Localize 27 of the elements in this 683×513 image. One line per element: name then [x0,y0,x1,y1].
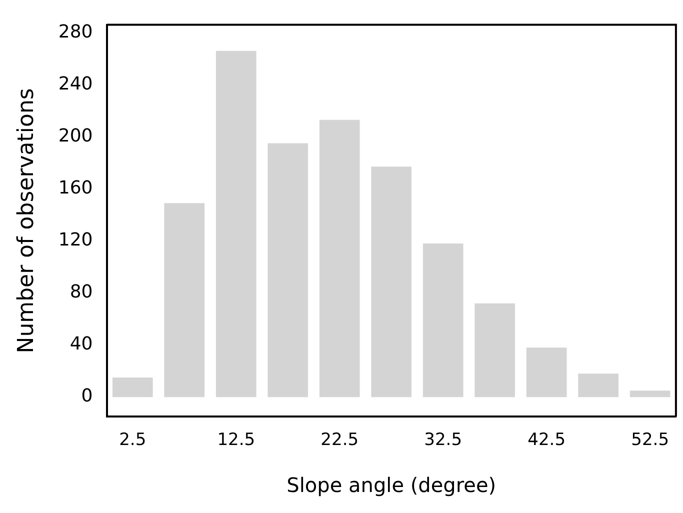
bar [216,50,256,398]
x-axis-title: Slope angle (degree) [286,473,496,498]
x-tick-label: 32.5 [424,430,462,450]
bar [526,348,567,398]
bar [371,166,412,398]
x-tick-label: 12.5 [217,430,256,450]
bar [578,374,619,398]
bar [268,143,308,398]
y-tick-label: 120 [58,230,93,251]
x-tick-label: 52.5 [631,430,670,450]
y-axis-title: Number of observations [14,88,39,354]
bar [422,243,464,398]
bar [112,378,153,398]
y-tick-label: 80 [70,282,93,303]
bar [630,390,670,398]
y-tick-label: 40 [70,334,93,355]
y-tick-label: 0 [81,386,93,407]
y-tick-label: 240 [58,73,93,94]
x-tick-label: 42.5 [528,430,566,450]
x-tick-label: 2.5 [119,430,146,450]
bar [164,203,205,398]
y-tick-label: 200 [58,125,93,146]
x-tick-label: 22.5 [320,430,359,450]
bar [474,303,516,398]
bar [319,120,360,398]
y-tick-label: 280 [58,21,93,42]
y-tick-label: 160 [58,177,93,198]
